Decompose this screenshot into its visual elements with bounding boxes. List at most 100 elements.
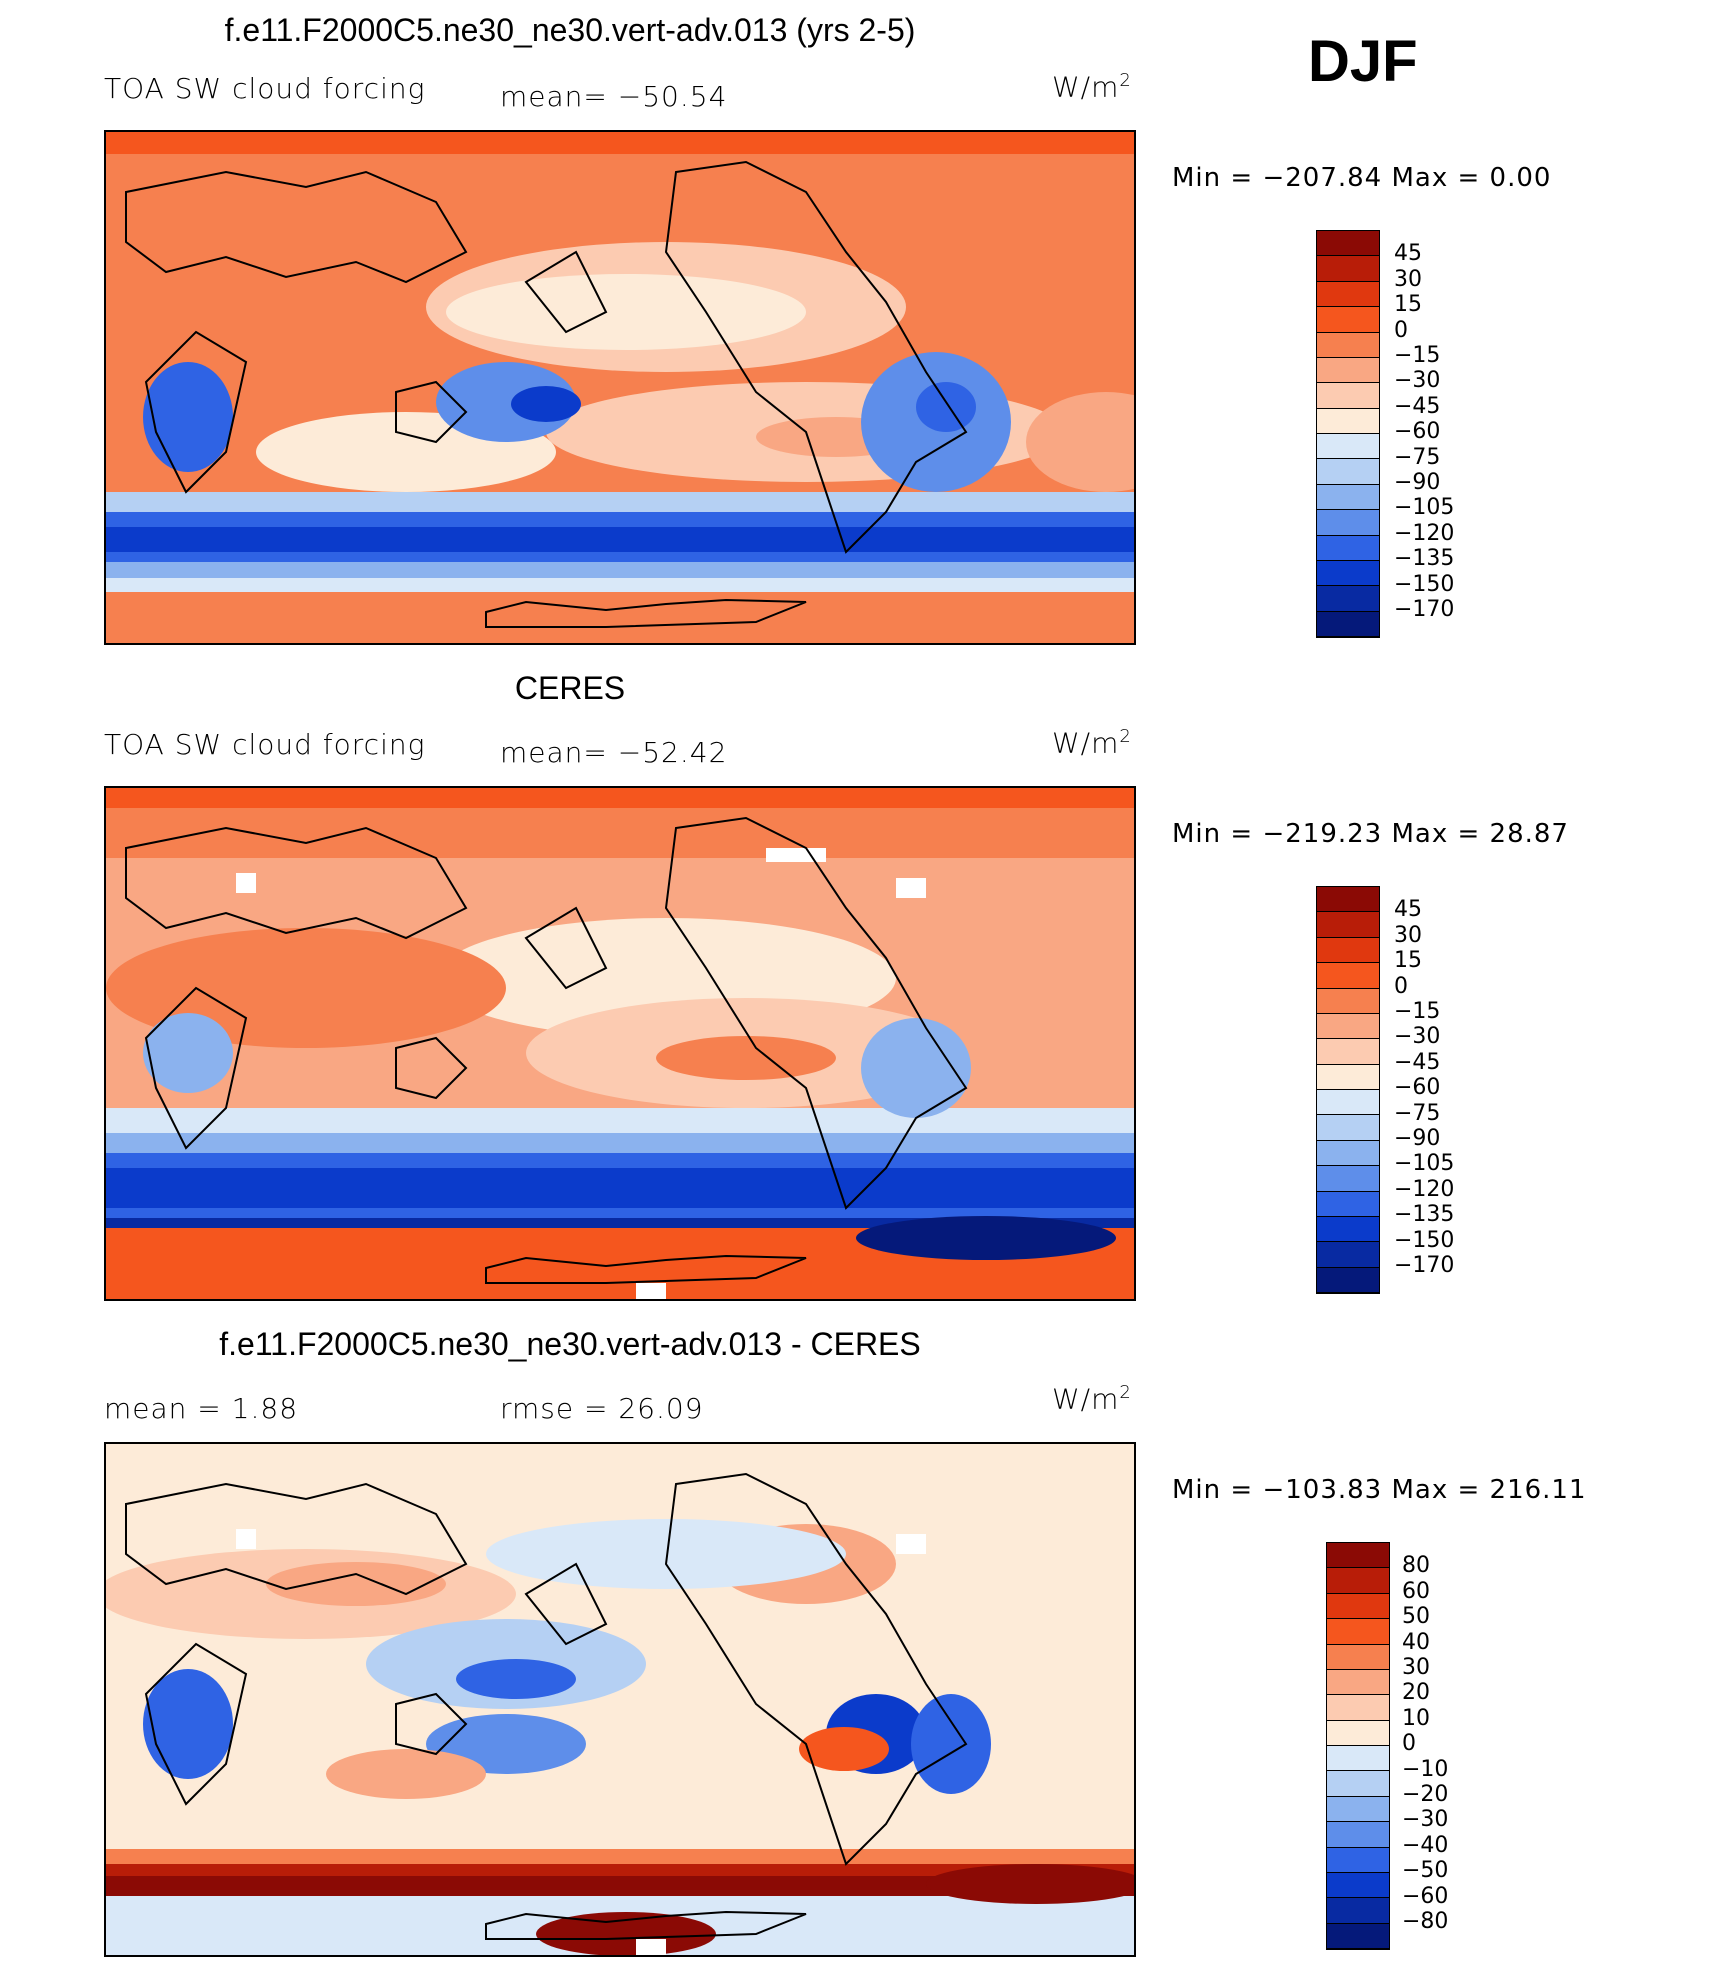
colorbar-swatch	[1317, 256, 1379, 282]
colorbar-tick-label: −75	[1394, 444, 1441, 470]
panel-2-title: CERES	[514, 670, 626, 706]
colorbar-swatch	[1317, 281, 1379, 308]
colorbar-swatch	[1317, 357, 1379, 384]
colorbar-tick-label: −60	[1394, 419, 1441, 445]
colorbar-swatch	[1317, 307, 1379, 333]
ceres-field-plot	[106, 788, 1134, 1299]
colorbar-tick-label: 80	[1402, 1553, 1430, 1579]
colorbar-swatch	[1327, 1872, 1389, 1899]
panel-3-colorbar	[1326, 1542, 1390, 1950]
colorbar-swatch	[1317, 434, 1379, 460]
panel-2-colorbar	[1316, 886, 1380, 1294]
colorbar-tick-label: 0	[1394, 317, 1408, 343]
colorbar-tick-label: −30	[1402, 1807, 1449, 1833]
colorbar-tick-label: −45	[1394, 1049, 1441, 1075]
colorbar-swatch	[1327, 1593, 1389, 1620]
colorbar-swatch	[1317, 887, 1379, 913]
colorbar-tick-label: 15	[1394, 948, 1422, 974]
colorbar-tick-label: 15	[1394, 292, 1422, 318]
colorbar-swatch	[1317, 332, 1379, 358]
panel-3-mean-label: mean = 1.88	[104, 1392, 299, 1425]
colorbar-tick-label: −15	[1394, 343, 1441, 368]
panel-2-map	[104, 786, 1136, 1301]
colorbar-tick-label: −120	[1394, 1176, 1455, 1202]
colorbar-swatch	[1317, 1115, 1379, 1141]
colorbar-swatch	[1317, 963, 1379, 989]
colorbar-tick-label: −170	[1394, 1253, 1455, 1278]
colorbar-tick-label: −10	[1402, 1756, 1449, 1782]
colorbar-tick-label: 10	[1402, 1705, 1430, 1731]
panel-1-variable-label: TOA SW cloud forcing	[104, 72, 426, 105]
colorbar-tick-label: −170	[1394, 597, 1455, 622]
colorbar-tick-label: 60	[1402, 1578, 1430, 1604]
colorbar-swatch	[1327, 1822, 1389, 1848]
colorbar-swatch	[1317, 484, 1379, 511]
colorbar-swatch	[1317, 383, 1379, 409]
colorbar-swatch	[1317, 1166, 1379, 1192]
colorbar-tick-label: −20	[1402, 1782, 1449, 1807]
colorbar-swatch	[1327, 1771, 1389, 1797]
colorbar-tick-label: −30	[1394, 368, 1441, 394]
panel-1-map	[104, 130, 1136, 645]
colorbar-swatch	[1327, 1619, 1389, 1645]
panel-3-map	[104, 1442, 1136, 1957]
colorbar-swatch	[1327, 1796, 1389, 1823]
model-field-plot	[106, 132, 1134, 643]
colorbar-swatch	[1317, 1090, 1379, 1116]
colorbar-swatch	[1327, 1923, 1389, 1949]
colorbar-tick-label: 50	[1402, 1604, 1430, 1630]
colorbar-swatch	[1317, 1267, 1379, 1293]
colorbar-swatch	[1317, 1064, 1379, 1090]
colorbar-swatch	[1317, 1242, 1379, 1268]
colorbar-swatch	[1317, 408, 1379, 434]
colorbar-swatch	[1317, 611, 1379, 637]
colorbar-tick-label: −60	[1402, 1883, 1449, 1909]
colorbar-swatch	[1327, 1695, 1389, 1721]
colorbar-swatch	[1317, 1140, 1379, 1167]
panel-3-rmse-label: rmse = 26.09	[500, 1392, 704, 1425]
colorbar-tick-label: −75	[1394, 1100, 1441, 1126]
colorbar-swatch	[1327, 1543, 1389, 1569]
colorbar-tick-label: −135	[1394, 546, 1455, 572]
colorbar-swatch	[1317, 586, 1379, 612]
colorbar-tick-label: −15	[1394, 999, 1441, 1024]
colorbar-tick-label: −80	[1402, 1909, 1449, 1934]
colorbar-tick-label: −150	[1394, 571, 1455, 597]
colorbar-tick-label: 40	[1402, 1629, 1430, 1655]
colorbar-swatch	[1327, 1669, 1389, 1696]
panel-1-colorbar	[1316, 230, 1380, 638]
colorbar-tick-label: 0	[1402, 1731, 1416, 1757]
colorbar-swatch	[1317, 459, 1379, 485]
colorbar-swatch	[1317, 535, 1379, 561]
panel-1-units: W/m2	[1052, 70, 1132, 104]
colorbar-tick-label: −150	[1394, 1227, 1455, 1253]
colorbar-tick-label: −60	[1394, 1075, 1441, 1101]
colorbar-swatch	[1317, 912, 1379, 938]
colorbar-swatch	[1317, 510, 1379, 536]
panel-1-title: f.e11.F2000C5.ne30_ne30.vert-adv.013 (yr…	[224, 12, 916, 48]
colorbar-swatch	[1327, 1847, 1389, 1873]
colorbar-tick-label: −30	[1394, 1024, 1441, 1050]
panel-3-minmax: Min = −103.83 Max = 216.11	[1172, 1475, 1587, 1505]
colorbar-tick-label: −90	[1394, 470, 1441, 495]
colorbar-swatch	[1317, 1191, 1379, 1217]
colorbar-tick-label: −105	[1394, 1151, 1455, 1177]
colorbar-tick-label: −135	[1394, 1202, 1455, 1228]
difference-field-plot	[106, 1444, 1134, 1955]
colorbar-swatch	[1327, 1644, 1389, 1670]
colorbar-swatch	[1317, 1013, 1379, 1040]
colorbar-swatch	[1317, 988, 1379, 1014]
colorbar-swatch	[1327, 1746, 1389, 1772]
panel-2-mean-label: mean= −52.42	[500, 736, 728, 769]
colorbar-swatch	[1317, 937, 1379, 964]
colorbar-tick-label: −40	[1402, 1832, 1449, 1858]
colorbar-tick-label: −90	[1394, 1126, 1441, 1151]
colorbar-swatch	[1317, 231, 1379, 257]
colorbar-tick-label: 20	[1402, 1680, 1430, 1706]
colorbar-tick-label: 30	[1394, 922, 1422, 948]
colorbar-swatch	[1327, 1720, 1389, 1746]
colorbar-tick-label: 30	[1402, 1655, 1430, 1680]
panel-3-title: f.e11.F2000C5.ne30_ne30.vert-adv.013 - C…	[219, 1326, 921, 1362]
colorbar-tick-label: −50	[1402, 1858, 1449, 1884]
panel-3-units: W/m2	[1052, 1382, 1132, 1416]
